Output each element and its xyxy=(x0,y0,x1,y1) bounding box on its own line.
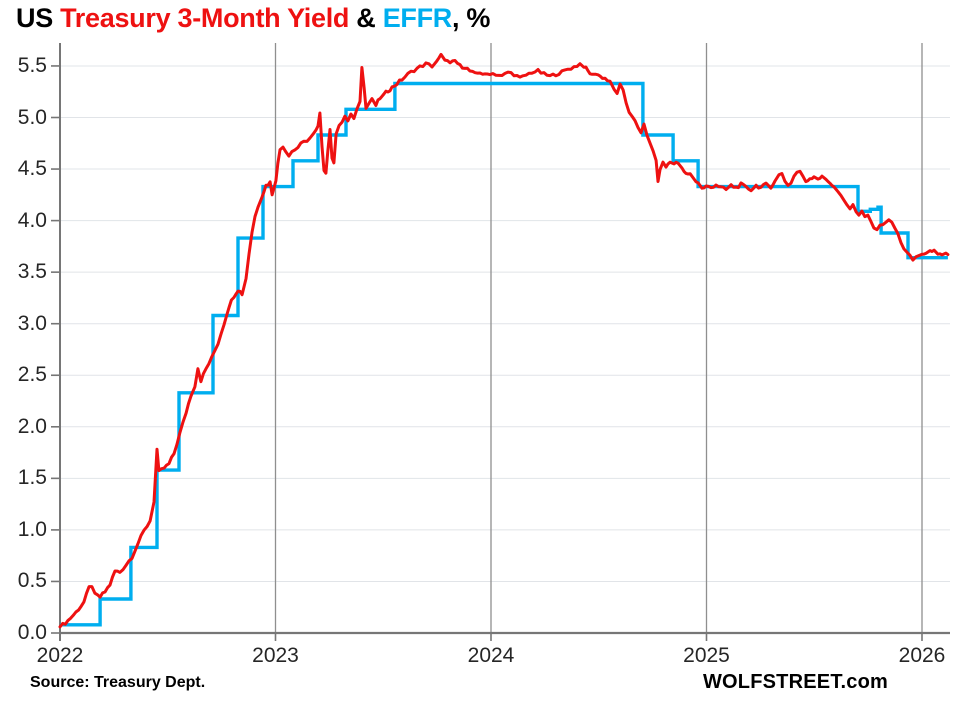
y-tick-label: 3.0 xyxy=(17,311,47,335)
y-tick-label: 2.5 xyxy=(17,363,47,387)
y-tick-label: 5.5 xyxy=(17,53,47,77)
y-tick-label: 1.5 xyxy=(17,466,47,490)
y-tick-label: 5.0 xyxy=(17,105,47,129)
title-part-4: , % xyxy=(452,3,491,33)
y-tick-label: 0.0 xyxy=(17,621,47,644)
title-part-2: & xyxy=(349,3,383,33)
x-tick-label: 2025 xyxy=(683,644,730,667)
y-tick-label: 4.0 xyxy=(17,208,47,232)
y-tick-label: 3.5 xyxy=(17,260,47,284)
x-tick-label: 2022 xyxy=(36,644,84,667)
y-tick-label: 4.5 xyxy=(17,157,47,181)
brand-wolfstreet: WOLFSTREET.com xyxy=(702,671,888,693)
y-tick-label: 2.0 xyxy=(17,414,47,438)
title-part-1: Treasury 3-Month Yield xyxy=(60,3,350,33)
treasury-yield-line xyxy=(58,52,950,629)
x-tick-label: 2024 xyxy=(467,644,515,667)
x-tick-label: 2023 xyxy=(252,644,299,667)
y-tick-label: 1.0 xyxy=(17,517,47,541)
title-part-0: US xyxy=(16,3,61,33)
y-tick-label: 0.5 xyxy=(17,569,47,593)
effr-step-line xyxy=(60,81,948,627)
title-part-3: EFFR xyxy=(382,3,453,33)
source-note: Source: Treasury Dept. xyxy=(30,674,206,691)
chart-title: US Treasury 3-Month Yield & EFFR, % xyxy=(16,3,490,34)
x-tick-label: 2026 xyxy=(898,644,946,667)
